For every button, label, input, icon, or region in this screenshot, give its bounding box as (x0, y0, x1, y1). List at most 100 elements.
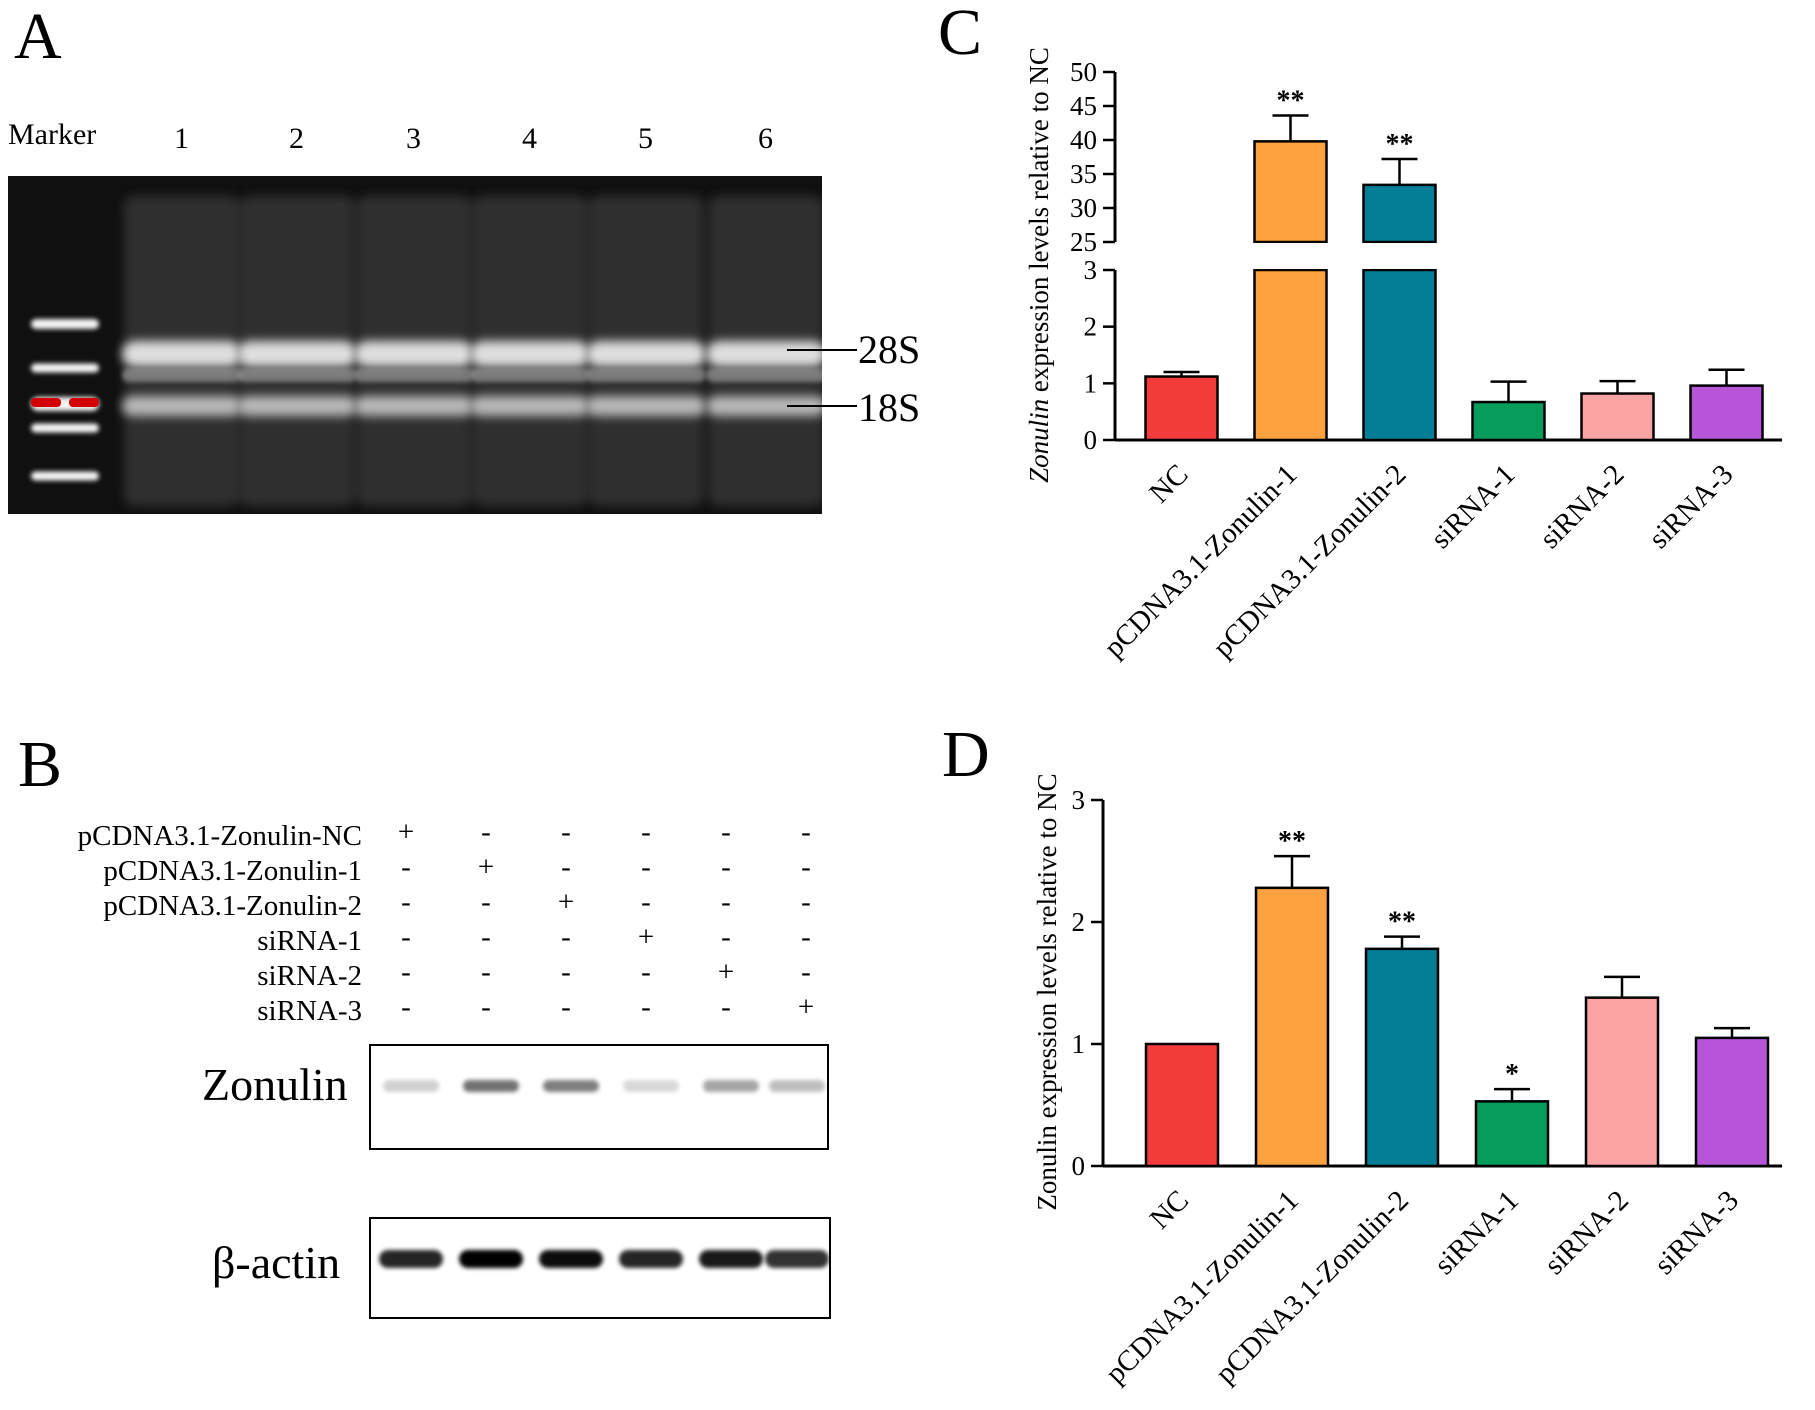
treatment-row-label: siRNA-2 (257, 960, 362, 992)
treatment-sign: + (717, 956, 735, 988)
treatment-sign: - (401, 886, 411, 918)
treatment-sign: - (481, 816, 491, 848)
blot-band (769, 1080, 825, 1092)
treatment-sign: + (477, 851, 495, 883)
treatment-row-label: pCDNA3.1-Zonulin-NC (77, 820, 362, 852)
panel-c-letter: C (938, 0, 983, 69)
gel-lane-label: 3 (406, 122, 421, 155)
treatment-row-label: pCDNA3.1-Zonulin-1 (103, 855, 362, 887)
treatment-sign: + (557, 886, 575, 918)
y-tick-label: 1 (1084, 368, 1098, 398)
y-tick-label: 0 (1084, 425, 1098, 455)
panel-d-letter: D (942, 718, 990, 791)
bar (1689, 384, 1764, 442)
treatment-sign: - (561, 851, 571, 883)
y-tick-label: 2 (1072, 907, 1086, 937)
treatment-sign: - (721, 886, 731, 918)
treatment-sign: + (797, 991, 815, 1023)
bar (1471, 400, 1546, 442)
blot-band (623, 1080, 679, 1092)
y-axis-label: Zonulin expression levels relative to NC (1024, 47, 1054, 483)
y-tick-label: 30 (1070, 193, 1097, 223)
band-18s (122, 396, 242, 416)
treatment-sign: - (801, 851, 811, 883)
y-tick-label: 35 (1070, 159, 1097, 189)
category-label: pCDNA3.1-Zonulin-2 (1207, 458, 1412, 663)
blot-band (703, 1080, 759, 1092)
y-tick-label: 1 (1072, 1029, 1086, 1059)
significance-label: ** (1386, 129, 1414, 160)
treatment-sign: - (801, 886, 811, 918)
band-18s (586, 396, 706, 416)
treatment-sign: + (397, 816, 415, 848)
bar (1253, 268, 1328, 442)
band-28s (237, 341, 357, 367)
band-28s (586, 341, 706, 367)
bar (1584, 996, 1660, 1168)
panel-a-letter: A (14, 0, 62, 73)
y-tick-label: 3 (1084, 255, 1098, 285)
category-label: siRNA-2 (1534, 458, 1631, 555)
gel-lane-label: 5 (638, 122, 653, 155)
treatment-sign: - (481, 956, 491, 988)
band-18s (354, 396, 474, 416)
treatment-row-label: siRNA-1 (257, 925, 362, 957)
gel-lane (470, 196, 590, 506)
treatment-sign: + (637, 921, 655, 953)
treatment-sign: - (401, 956, 411, 988)
gel-lane (586, 196, 706, 506)
gel-lane-label: 2 (289, 122, 304, 155)
marker-ladder (31, 319, 99, 481)
blot-band (463, 1080, 519, 1092)
treatment-sign: - (721, 816, 731, 848)
marker-saturated-band (31, 398, 61, 407)
blot-band (765, 1250, 829, 1268)
y-axis-label-rest: expression levels relative to NC (1024, 47, 1054, 399)
significance-label: ** (1278, 826, 1306, 857)
chart-d: 0 1 2 3 NC ** pCDNA3.1-Zonulin-1 ** pCDNA3.1-Zon… (1032, 773, 1782, 1390)
category-label: NC (1144, 1184, 1195, 1235)
y-tick-label: 50 (1070, 57, 1097, 87)
category-label: siRNA-3 (1643, 458, 1740, 555)
category-label: siRNA-3 (1648, 1184, 1745, 1281)
gel-lane-label: 4 (522, 122, 537, 155)
treatment-sign: - (561, 921, 571, 953)
bar (1144, 375, 1219, 442)
bar (1580, 392, 1655, 442)
treatment-sign: - (561, 991, 571, 1023)
gel-lane (706, 196, 822, 506)
blot-band (459, 1250, 523, 1268)
treatment-sign: - (481, 991, 491, 1023)
significance-label: * (1505, 1059, 1519, 1090)
blot-band (383, 1080, 439, 1092)
gel-lane (122, 196, 242, 506)
treatment-sign: - (561, 956, 571, 988)
treatment-sign: - (721, 921, 731, 953)
blot-band (539, 1250, 603, 1268)
treatment-sign: - (401, 991, 411, 1023)
band-28s (122, 341, 242, 367)
gel-lane-label: 6 (758, 122, 773, 155)
bar (1253, 140, 1328, 244)
band-28s (470, 341, 590, 367)
treatment-row-label: siRNA-3 (257, 995, 362, 1027)
blot-band (699, 1250, 763, 1268)
treatment-sign: - (641, 956, 651, 988)
band-28s-line (787, 349, 857, 351)
y-tick-label: 0 (1072, 1151, 1086, 1181)
band-18s-line (787, 405, 857, 407)
actin-blot-label: β-actin (212, 1237, 341, 1288)
gel-lane (237, 196, 357, 506)
band-28s (354, 341, 474, 367)
category-label: pCDNA3.1-Zonulin-2 (1209, 1184, 1414, 1389)
band-28s-label: 28S (858, 327, 921, 372)
y-tick-label: 40 (1070, 125, 1097, 155)
treatment-sign: - (721, 851, 731, 883)
band-18s-label: 18S (858, 385, 921, 430)
y-axis-label-italic: Zonulin (1024, 399, 1054, 483)
bar (1254, 886, 1330, 1168)
y-tick-label: 45 (1070, 91, 1097, 121)
treatment-sign: - (801, 956, 811, 988)
category-label: pCDNA3.1-Zonulin-1 (1099, 1184, 1304, 1389)
treatment-sign: - (801, 816, 811, 848)
